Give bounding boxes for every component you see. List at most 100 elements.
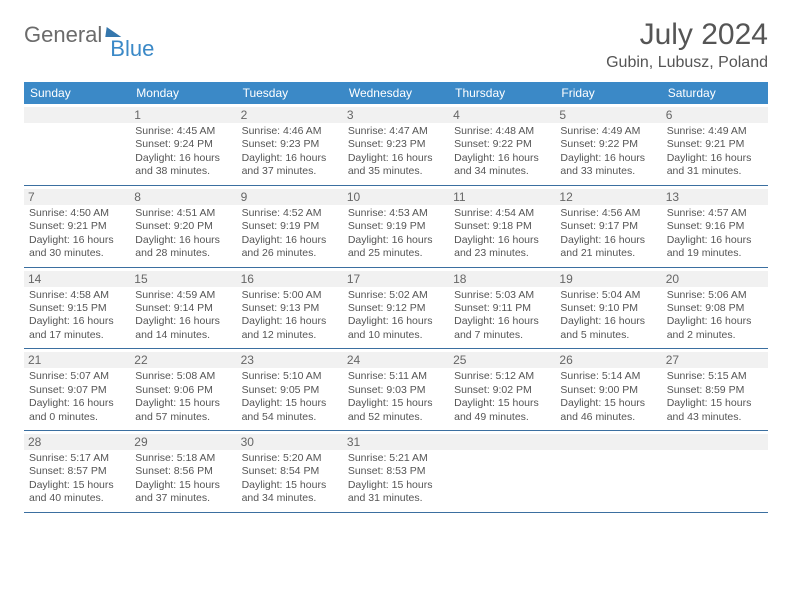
logo-text-blue: Blue xyxy=(110,36,154,62)
sunrise-text: Sunrise: 5:04 AM xyxy=(560,289,656,302)
day-cell: 27Sunrise: 5:15 AMSunset: 8:59 PMDayligh… xyxy=(662,349,768,430)
daylight-text: Daylight: 16 hours and 26 minutes. xyxy=(242,234,338,261)
day-details: Sunrise: 5:08 AMSunset: 9:06 PMDaylight:… xyxy=(135,370,231,424)
day-number xyxy=(449,434,555,450)
sunrise-text: Sunrise: 4:46 AM xyxy=(242,125,338,138)
daylight-text: Daylight: 16 hours and 23 minutes. xyxy=(454,234,550,261)
sunrise-text: Sunrise: 4:51 AM xyxy=(135,207,231,220)
day-number: 8 xyxy=(130,189,236,205)
sunset-text: Sunset: 9:23 PM xyxy=(242,138,338,151)
daylight-text: Daylight: 16 hours and 33 minutes. xyxy=(560,152,656,179)
day-cell: 10 Sunrise: 4:53 AMSunset: 9:19 PMDayligh… xyxy=(343,186,449,267)
sunset-text: Sunset: 9:14 PM xyxy=(135,302,231,315)
sunset-text: Sunset: 9:22 PM xyxy=(560,138,656,151)
day-cell: 22Sunrise: 5:08 AMSunset: 9:06 PMDayligh… xyxy=(130,349,236,430)
sunrise-text: Sunrise: 4:45 AM xyxy=(135,125,231,138)
day-details: Sunrise: 4:46 AMSunset: 9:23 PMDaylight:… xyxy=(242,125,338,179)
daylight-text: Daylight: 15 hours and 40 minutes. xyxy=(29,479,125,506)
day-cell: 16Sunrise: 5:00 AMSunset: 9:13 PMDayligh… xyxy=(237,268,343,349)
day-cell: 1Sunrise: 4:45 AMSunset: 9:24 PMDaylight… xyxy=(130,104,236,185)
dow-cell: Friday xyxy=(555,82,661,104)
sunset-text: Sunset: 9:02 PM xyxy=(454,384,550,397)
day-cell: 30Sunrise: 5:20 AMSunset: 8:54 PMDayligh… xyxy=(237,431,343,512)
sunset-text: Sunset: 9:13 PM xyxy=(242,302,338,315)
day-cell: 6Sunrise: 4:49 AMSunset: 9:21 PMDaylight… xyxy=(662,104,768,185)
day-cell: 28Sunrise: 5:17 AMSunset: 8:57 PMDayligh… xyxy=(24,431,130,512)
day-number xyxy=(662,434,768,450)
day-details: Sunrise: 5:11 AMSunset: 9:03 PMDaylight:… xyxy=(348,370,444,424)
day-cell xyxy=(555,431,661,512)
dow-cell: Sunday xyxy=(24,82,130,104)
day-number: 31 xyxy=(343,434,449,450)
day-number: 6 xyxy=(662,107,768,123)
day-number xyxy=(555,434,661,450)
sunrise-text: Sunrise: 4:49 AM xyxy=(667,125,763,138)
daylight-text: Daylight: 16 hours and 25 minutes. xyxy=(348,234,444,261)
day-cell: 4Sunrise: 4:48 AMSunset: 9:22 PMDaylight… xyxy=(449,104,555,185)
daylight-text: Daylight: 16 hours and 21 minutes. xyxy=(560,234,656,261)
sunrise-text: Sunrise: 5:07 AM xyxy=(29,370,125,383)
sunrise-text: Sunrise: 4:48 AM xyxy=(454,125,550,138)
day-number xyxy=(24,107,130,123)
day-cell xyxy=(24,104,130,185)
sunset-text: Sunset: 8:53 PM xyxy=(348,465,444,478)
sunrise-text: Sunrise: 5:17 AM xyxy=(29,452,125,465)
day-number: 10 xyxy=(343,189,449,205)
daylight-text: Daylight: 16 hours and 31 minutes. xyxy=(667,152,763,179)
day-number: 19 xyxy=(555,271,661,287)
day-number: 2 xyxy=(237,107,343,123)
day-number: 9 xyxy=(237,189,343,205)
week-row: 14Sunrise: 4:58 AMSunset: 9:15 PMDayligh… xyxy=(24,268,768,350)
sunset-text: Sunset: 9:06 PM xyxy=(135,384,231,397)
title-block: July 2024 Gubin, Lubusz, Poland xyxy=(606,18,768,72)
day-number: 12 xyxy=(555,189,661,205)
sunrise-text: Sunrise: 5:02 AM xyxy=(348,289,444,302)
day-number: 3 xyxy=(343,107,449,123)
day-number: 25 xyxy=(449,352,555,368)
day-cell: 24Sunrise: 5:11 AMSunset: 9:03 PMDayligh… xyxy=(343,349,449,430)
day-details: Sunrise: 4:51 AMSunset: 9:20 PMDaylight:… xyxy=(135,207,231,261)
daylight-text: Daylight: 15 hours and 54 minutes. xyxy=(242,397,338,424)
day-cell: 11Sunrise: 4:54 AMSunset: 9:18 PMDayligh… xyxy=(449,186,555,267)
daylight-text: Daylight: 15 hours and 31 minutes. xyxy=(348,479,444,506)
weeks-container: 1Sunrise: 4:45 AMSunset: 9:24 PMDaylight… xyxy=(24,104,768,513)
daylight-text: Daylight: 15 hours and 46 minutes. xyxy=(560,397,656,424)
day-details: Sunrise: 5:04 AMSunset: 9:10 PMDaylight:… xyxy=(560,289,656,343)
day-number: 26 xyxy=(555,352,661,368)
sunset-text: Sunset: 9:17 PM xyxy=(560,220,656,233)
sunset-text: Sunset: 9:19 PM xyxy=(348,220,444,233)
day-details: Sunrise: 5:14 AMSunset: 9:00 PMDaylight:… xyxy=(560,370,656,424)
sunrise-text: Sunrise: 4:57 AM xyxy=(667,207,763,220)
day-of-week-header: SundayMondayTuesdayWednesdayThursdayFrid… xyxy=(24,82,768,104)
day-details: Sunrise: 5:00 AMSunset: 9:13 PMDaylight:… xyxy=(242,289,338,343)
logo-text-general: General xyxy=(24,22,102,48)
day-number: 20 xyxy=(662,271,768,287)
sunset-text: Sunset: 9:07 PM xyxy=(29,384,125,397)
daylight-text: Daylight: 16 hours and 38 minutes. xyxy=(135,152,231,179)
daylight-text: Daylight: 15 hours and 37 minutes. xyxy=(135,479,231,506)
header: General Blue July 2024 Gubin, Lubusz, Po… xyxy=(24,18,768,72)
day-number: 11 xyxy=(449,189,555,205)
day-details: Sunrise: 4:53 AMSunset: 9:19 PMDaylight:… xyxy=(348,207,444,261)
sunrise-text: Sunrise: 4:50 AM xyxy=(29,207,125,220)
sunrise-text: Sunrise: 4:47 AM xyxy=(348,125,444,138)
sunset-text: Sunset: 9:18 PM xyxy=(454,220,550,233)
day-number: 7 xyxy=(24,189,130,205)
day-details: Sunrise: 4:50 AMSunset: 9:21 PMDaylight:… xyxy=(29,207,125,261)
day-cell: 31Sunrise: 5:21 AMSunset: 8:53 PMDayligh… xyxy=(343,431,449,512)
day-details: Sunrise: 5:03 AMSunset: 9:11 PMDaylight:… xyxy=(454,289,550,343)
sunset-text: Sunset: 9:20 PM xyxy=(135,220,231,233)
day-cell: 2 Sunrise: 4:46 AMSunset: 9:23 PMDaylight… xyxy=(237,104,343,185)
sunset-text: Sunset: 9:24 PM xyxy=(135,138,231,151)
day-details: Sunrise: 5:02 AMSunset: 9:12 PMDaylight:… xyxy=(348,289,444,343)
sunrise-text: Sunrise: 5:03 AM xyxy=(454,289,550,302)
day-details: Sunrise: 5:06 AMSunset: 9:08 PMDaylight:… xyxy=(667,289,763,343)
sunrise-text: Sunrise: 4:58 AM xyxy=(29,289,125,302)
day-number: 29 xyxy=(130,434,236,450)
day-details: Sunrise: 4:52 AMSunset: 9:19 PMDaylight:… xyxy=(242,207,338,261)
sunrise-text: Sunrise: 5:11 AM xyxy=(348,370,444,383)
sunrise-text: Sunrise: 4:52 AM xyxy=(242,207,338,220)
sunrise-text: Sunrise: 5:10 AM xyxy=(242,370,338,383)
daylight-text: Daylight: 16 hours and 19 minutes. xyxy=(667,234,763,261)
week-row: 21Sunrise: 5:07 AMSunset: 9:07 PMDayligh… xyxy=(24,349,768,431)
